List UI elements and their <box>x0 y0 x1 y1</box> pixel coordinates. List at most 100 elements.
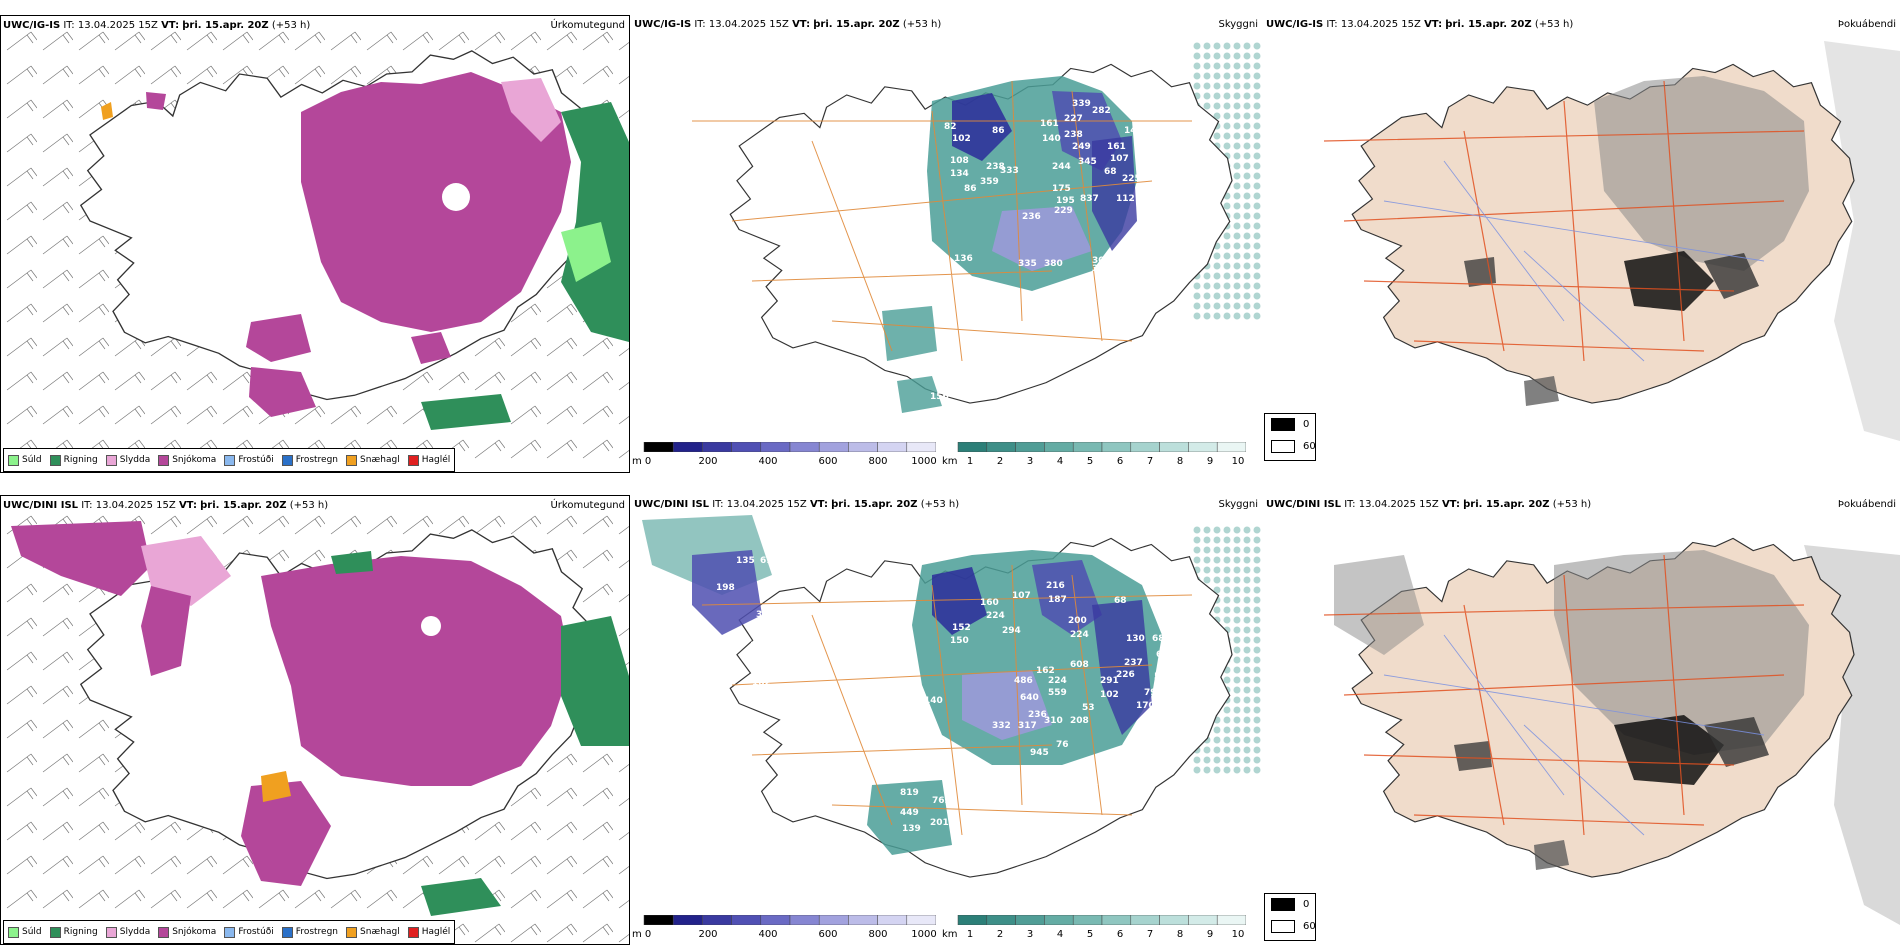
svg-text:108: 108 <box>950 156 969 166</box>
colorbar-swatch <box>818 441 849 453</box>
svg-text:762: 762 <box>932 796 951 806</box>
fog-map-row2 <box>1323 537 1900 925</box>
svg-text:236: 236 <box>1022 212 1041 222</box>
colorbar-swatch <box>1188 914 1218 926</box>
ceiling-ticks: 0 200 400 600 800 1000 <box>644 929 937 940</box>
svg-text:161: 161 <box>1040 119 1059 129</box>
svg-text:136: 136 <box>954 254 973 264</box>
panel-header: UWC/DINI ISL IT: 13.04.2025 15Z VT: þri.… <box>3 500 329 511</box>
ceiling-labels: 339 227 282 149 107 63 77 161 140 238 24… <box>872 99 1171 402</box>
panel-title: Skyggni <box>1218 19 1258 30</box>
visibility-colorbar-swatches <box>957 914 1247 926</box>
panel-header: UWC/IG-IS IT: 13.04.2025 15Z VT: þri. 15… <box>634 19 942 30</box>
svg-text:311: 311 <box>1110 259 1129 269</box>
svg-text:300: 300 <box>1092 264 1111 274</box>
svg-text:176: 176 <box>750 641 769 651</box>
ceiling-colorbar-swatches <box>643 914 937 926</box>
colorbar-swatch <box>643 441 674 453</box>
svg-text:134: 134 <box>950 169 969 179</box>
legend-item: Snjókoma <box>158 926 216 938</box>
svg-text:79: 79 <box>1144 688 1157 698</box>
colorbar-swatch <box>731 914 762 926</box>
visibility-panel-row1: 339 227 282 149 107 63 77 161 140 238 24… <box>632 15 1262 473</box>
colorbar-swatch <box>1044 914 1074 926</box>
svg-text:160: 160 <box>980 598 999 608</box>
svg-text:225: 225 <box>1122 174 1141 184</box>
colorbar-swatch <box>731 441 762 453</box>
visibility-panel-row2: 135 61 76 331 218 176 182 198 595 123 84… <box>632 495 1262 945</box>
svg-text:61: 61 <box>760 556 773 566</box>
svg-text:68: 68 <box>1152 634 1165 644</box>
rain-area <box>561 102 629 342</box>
svg-text:102: 102 <box>952 134 971 144</box>
colorbar-swatch <box>957 914 988 926</box>
svg-text:224: 224 <box>1070 630 1089 640</box>
svg-text:208: 208 <box>1070 716 1089 726</box>
colorbar-swatch <box>906 441 937 453</box>
svg-text:244: 244 <box>1052 162 1071 172</box>
svg-text:945: 945 <box>1030 748 1049 758</box>
colorbar-swatch <box>877 441 908 453</box>
svg-text:112: 112 <box>1116 194 1135 204</box>
svg-text:107: 107 <box>1110 154 1129 164</box>
svg-text:140: 140 <box>924 696 943 706</box>
svg-text:170: 170 <box>1136 701 1155 711</box>
legend-item: Snjókoma <box>158 454 216 466</box>
svg-text:126: 126 <box>1152 196 1171 206</box>
svg-text:227: 227 <box>1064 114 1083 124</box>
panel-title: Þokuábendi <box>1837 499 1896 510</box>
colorbar-unit: m <box>632 929 642 940</box>
ceiling-colorbar-swatches <box>643 441 937 453</box>
svg-text:126: 126 <box>1140 252 1159 262</box>
svg-text:65: 65 <box>1134 239 1147 249</box>
fog-legend-item: 0 <box>1271 898 1309 911</box>
legend-item: Snæhagl <box>346 926 400 938</box>
svg-text:187: 187 <box>1048 595 1067 605</box>
fog-legend: 0 60 <box>1264 413 1316 461</box>
svg-text:77: 77 <box>1150 172 1163 182</box>
svg-text:156: 156 <box>930 392 949 402</box>
visibility-colorbar: km 1 2 3 4 5 6 7 8 9 10 <box>942 441 1247 472</box>
svg-text:317: 317 <box>1018 721 1037 731</box>
svg-text:322: 322 <box>1126 247 1145 257</box>
svg-text:332: 332 <box>992 721 1011 731</box>
ptype-map-row2 <box>1 506 629 944</box>
svg-text:226: 226 <box>1116 670 1135 680</box>
svg-text:236: 236 <box>1028 710 1047 720</box>
colorbar-unit: m <box>632 456 642 467</box>
panel-title: Þokuábendi <box>1837 19 1896 30</box>
visibility-ticks: 1 2 3 4 5 6 7 8 9 10 <box>966 929 1245 940</box>
colorbar-swatch <box>1159 441 1189 453</box>
colorbar-swatch <box>1015 914 1045 926</box>
svg-text:216: 216 <box>1046 581 1065 591</box>
svg-text:63: 63 <box>1146 149 1159 159</box>
snow-area <box>261 556 571 786</box>
colorbar-swatch <box>1101 441 1132 453</box>
colorbar-swatch <box>986 441 1016 453</box>
svg-text:84: 84 <box>880 608 893 618</box>
ceiling-ticks: 0 200 400 600 800 1000 <box>644 456 937 467</box>
legend-item: Haglél <box>407 926 450 938</box>
legend-item: Rigning <box>49 454 98 466</box>
legend-item: Slydda <box>105 926 150 938</box>
svg-text:359: 359 <box>980 177 999 187</box>
ptype-map-row1 <box>1 22 629 472</box>
fog-legend-item: 60 <box>1271 440 1316 453</box>
svg-text:201: 201 <box>930 818 949 828</box>
legend-item: Frostregn <box>281 926 338 938</box>
colorbar-swatch <box>986 914 1016 926</box>
svg-text:238: 238 <box>986 162 1005 172</box>
svg-text:162: 162 <box>1036 666 1055 676</box>
colorbar-swatch <box>877 914 908 926</box>
colorbar-swatch <box>1130 914 1160 926</box>
colorbar-swatch <box>789 914 820 926</box>
svg-text:595: 595 <box>872 668 891 678</box>
visibility-colorbar: km 1 2 3 4 5 6 7 8 9 10 <box>942 914 1247 945</box>
svg-text:291: 291 <box>1100 676 1119 686</box>
colorbar-swatch <box>672 914 703 926</box>
svg-text:139: 139 <box>902 824 921 834</box>
ptype-legend: Súld Rigning Slydda Snjókoma Frostúði Fr… <box>3 920 456 944</box>
svg-text:53: 53 <box>1082 703 1095 713</box>
visibility-ticks: 1 2 3 4 5 6 7 8 9 10 <box>966 456 1245 467</box>
svg-text:237: 237 <box>1124 658 1143 668</box>
